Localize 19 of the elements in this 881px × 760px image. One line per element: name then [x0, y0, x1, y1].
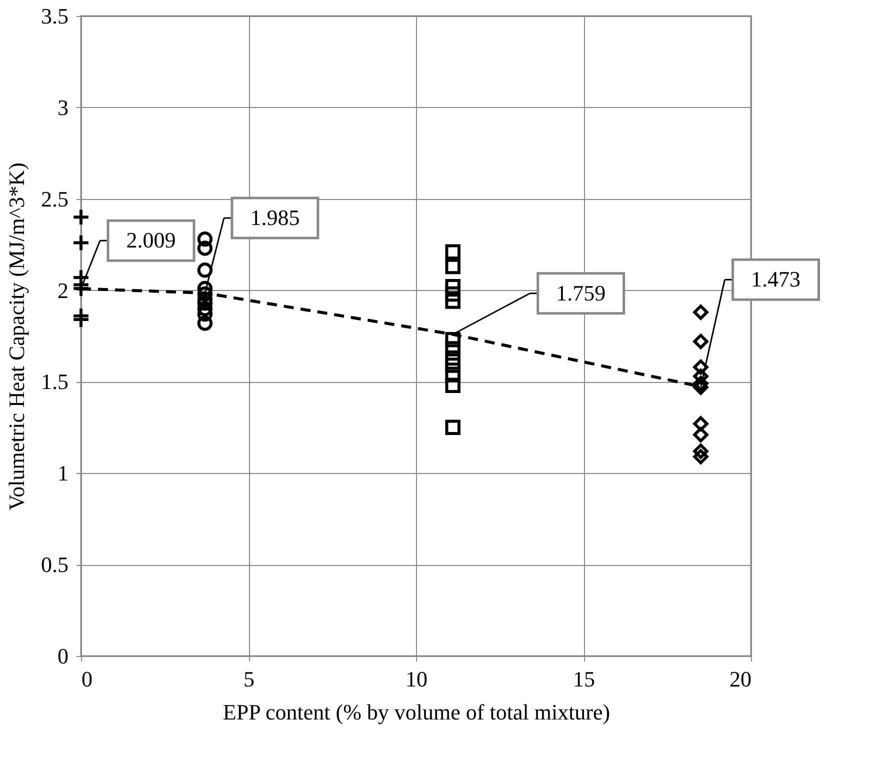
x-tick-label: 10 [406, 666, 428, 692]
y-tick-label: 3 [58, 94, 68, 120]
y-axis-title: Volumetric Heat Capacity (MJ/m^3*K) [4, 162, 29, 510]
x-tick-label: 20 [730, 666, 752, 692]
x-tick-label: 5 [244, 666, 254, 692]
x-tick-label: 15 [573, 666, 595, 692]
y-tick-label: 0 [58, 644, 68, 668]
y-tick-label: 2 [58, 278, 68, 303]
y-tick-label: 2.5 [41, 186, 68, 212]
x-axis-title: EPP content (% by volume of total mixture) [222, 700, 610, 724]
annotation: 1.473 [751, 266, 800, 292]
y-tick-label: 3.5 [41, 4, 68, 28]
y-tick-label: 1.5 [41, 369, 68, 394]
y-tick-label: 1 [58, 460, 68, 486]
x-tick-label: 0 [82, 666, 92, 692]
annotation: 1.985 [250, 205, 300, 230]
annotation: 2.009 [126, 228, 176, 253]
y-tick-label: 0.5 [41, 552, 68, 578]
annotation: 1.759 [556, 280, 606, 306]
